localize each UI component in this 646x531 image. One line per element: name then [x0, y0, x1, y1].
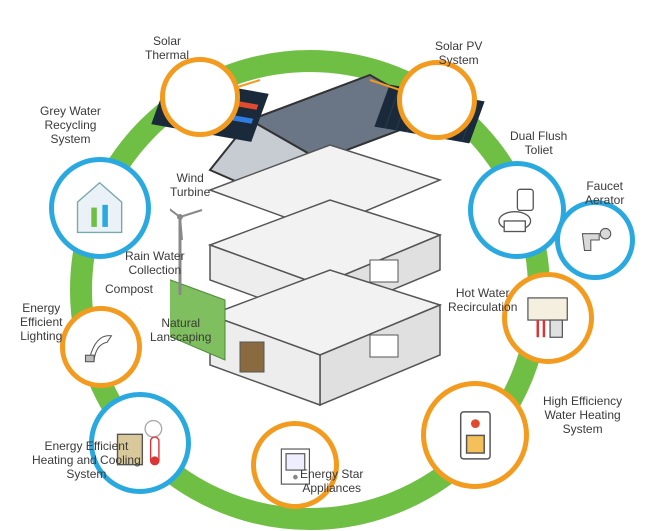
solar-pv-circle: [397, 60, 477, 140]
natural-landscape-label: Natural Lanscaping: [150, 317, 211, 345]
solar-thermal-circle: [160, 57, 240, 137]
faucet-aerator-label: Faucet Aerator: [585, 180, 624, 208]
solar-thermal-label: Solar Thermal: [145, 35, 189, 63]
water-heating-label: High Efficiency Water Heating System: [543, 395, 622, 436]
dual-flush-circle: [468, 161, 566, 259]
eco-home-infographic: Solar Thermal Solar PV System Grey Water R…: [0, 0, 646, 531]
water-heating-circle: [421, 381, 529, 489]
energy-star-circle: [251, 421, 339, 509]
compost-label: Compost: [105, 283, 153, 297]
hot-water-recirc-circle: [502, 272, 594, 364]
solar-pv-label: Solar PV System: [435, 40, 482, 68]
energy-star-label: Energy Star Appliances: [300, 468, 363, 496]
hvac-label: Energy Efficient Heating and Cooling Sys…: [32, 440, 141, 481]
energy-lighting-circle: [60, 306, 142, 388]
rain-water-label: Rain Water Collection: [125, 250, 185, 278]
grey-water-circle: [49, 157, 151, 259]
grey-water-label: Grey Water Recycling System: [40, 105, 101, 146]
hot-water-recirc-label: Hot Water Recirculation: [448, 287, 517, 315]
energy-lighting-label: Energy Efficient Lighting: [20, 302, 62, 343]
wind-turbine-label: Wind Turbine: [170, 172, 210, 200]
faucet-aerator-circle: [555, 200, 635, 280]
dual-flush-label: Dual Flush Toliet: [510, 130, 567, 158]
